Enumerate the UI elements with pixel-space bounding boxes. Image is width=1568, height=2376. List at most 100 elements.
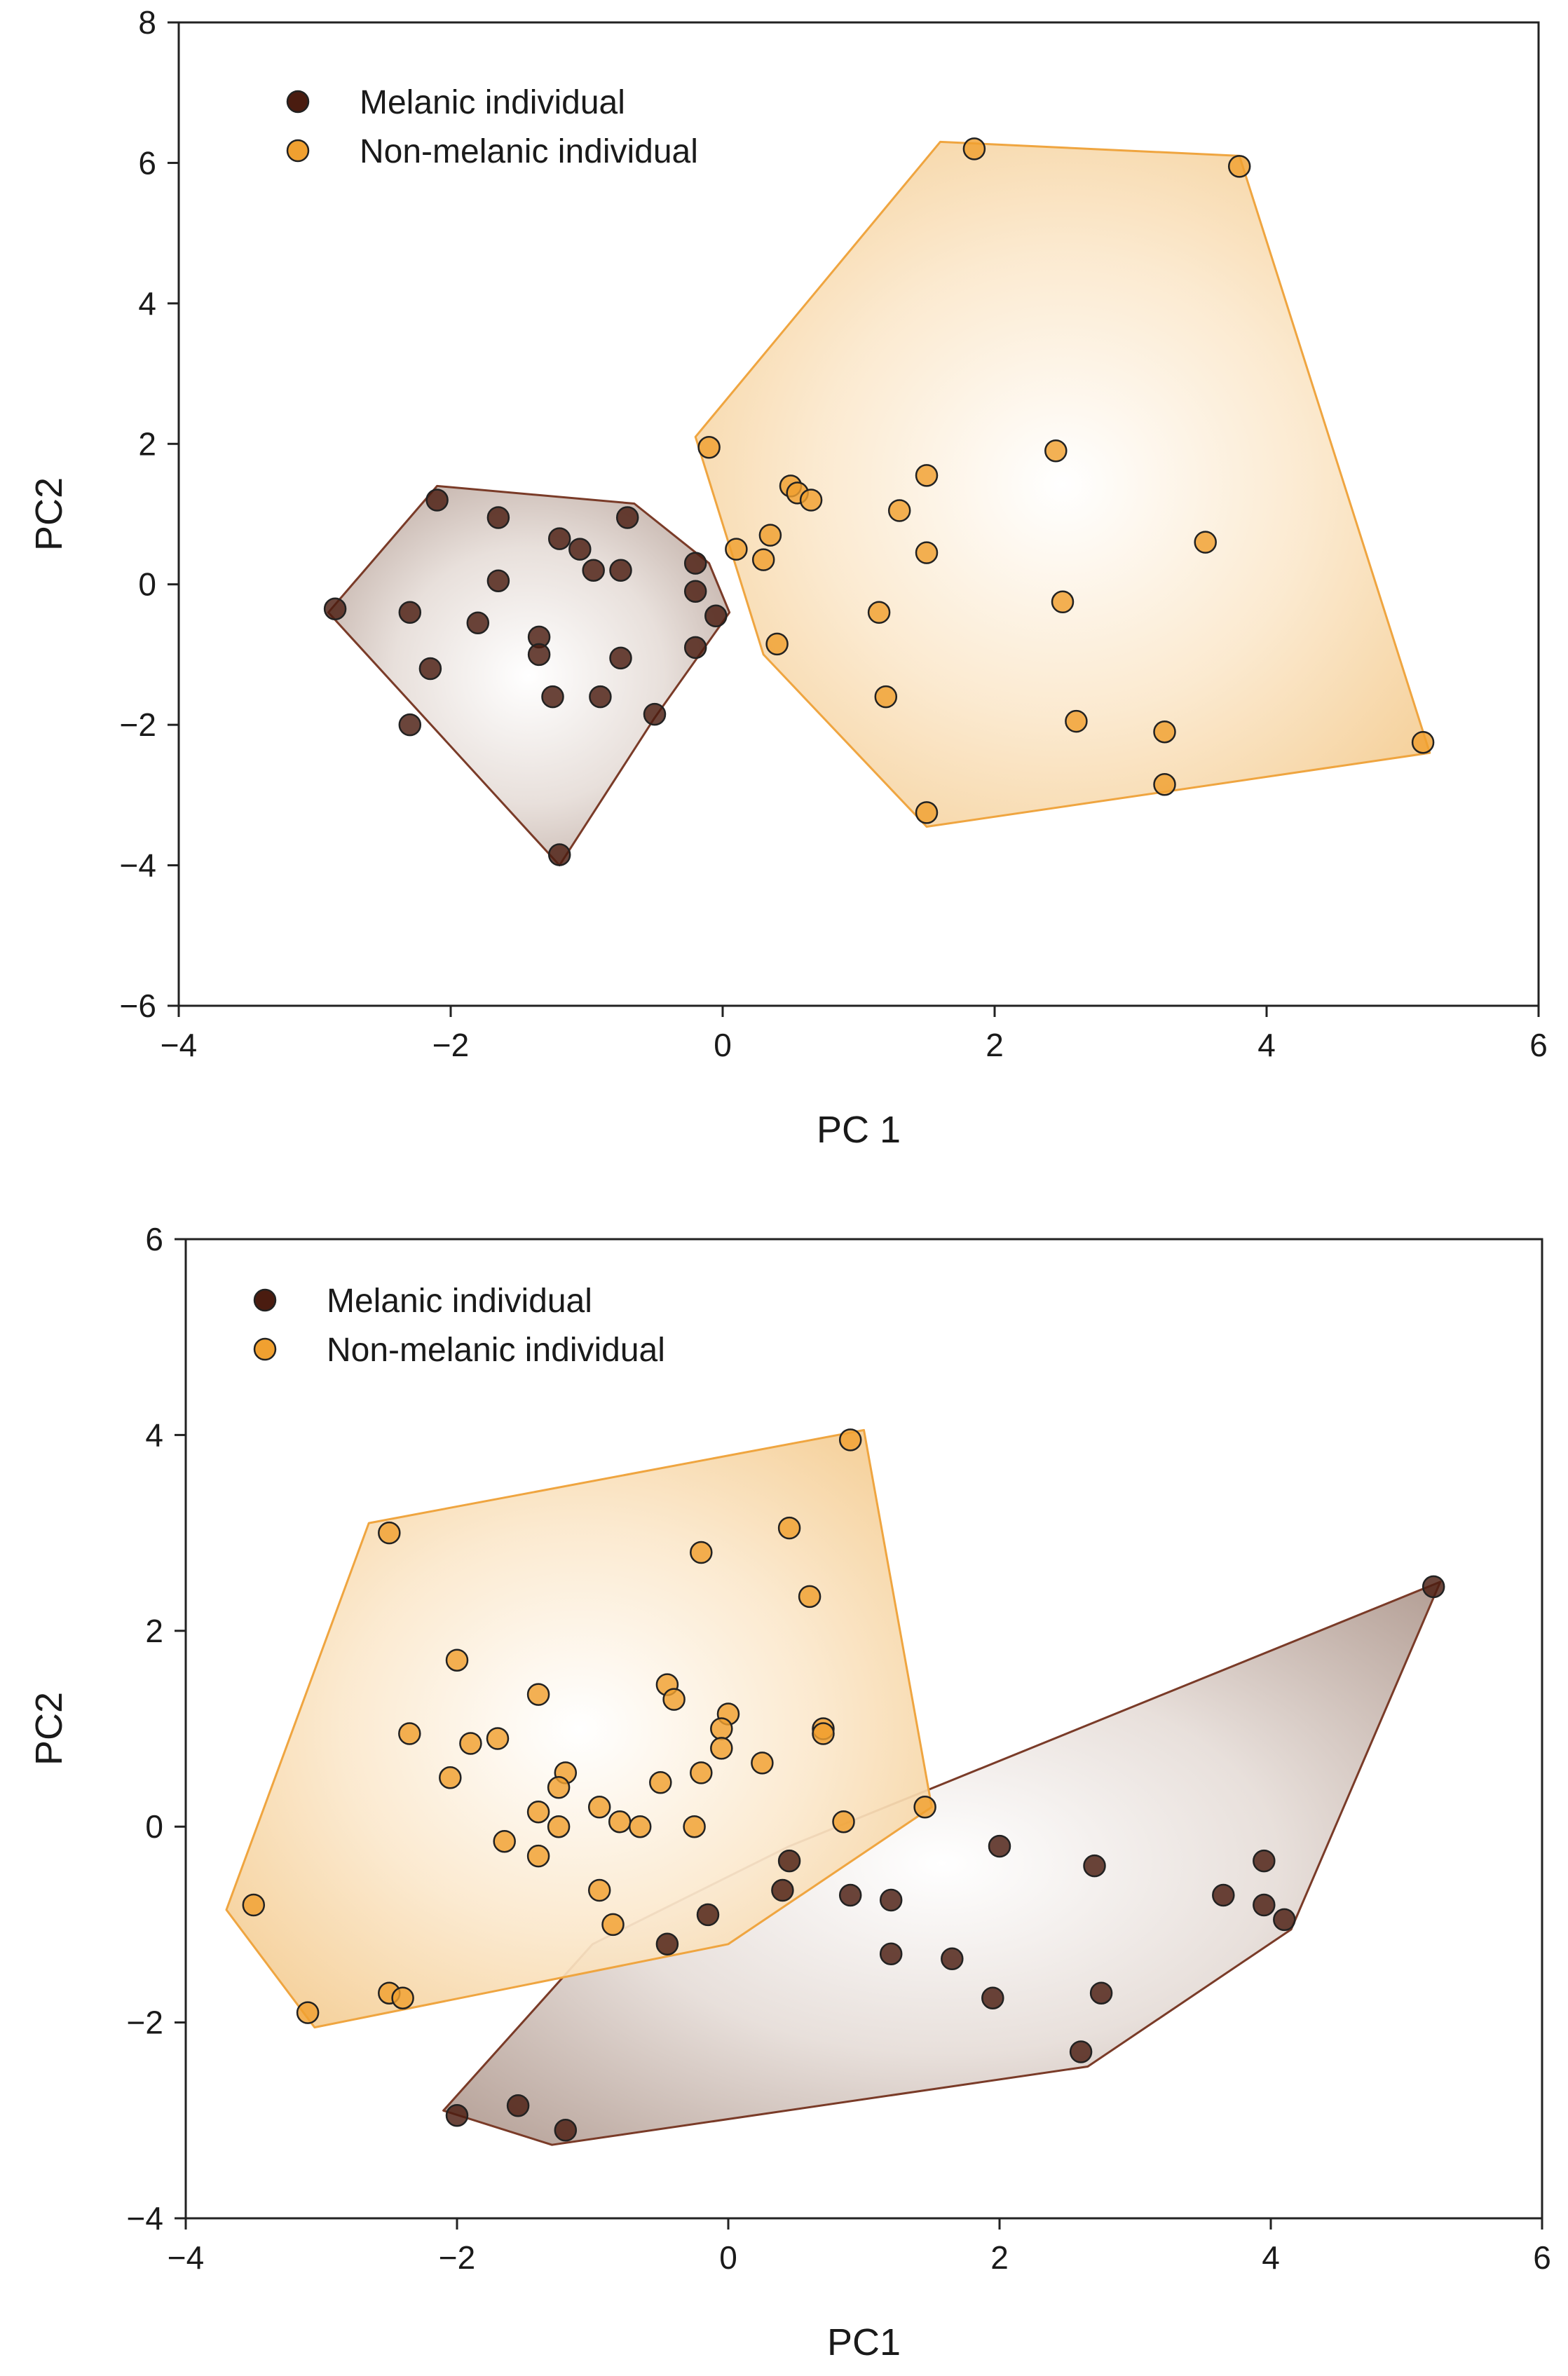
- x-tick-label: −2: [439, 2239, 475, 2276]
- point-non-melanic: [296, 2001, 320, 2024]
- point-non-melanic: [547, 1776, 571, 1799]
- point-non-melanic: [1065, 709, 1088, 733]
- point-non-melanic: [798, 1585, 822, 1609]
- point-melanic: [323, 597, 347, 621]
- x-tick-label: 0: [714, 1027, 732, 1063]
- point-non-melanic: [486, 1727, 510, 1750]
- x-tick-label: 6: [1529, 1027, 1548, 1063]
- point-melanic: [879, 1888, 903, 1912]
- legend-label-melanic: Melanic individual: [360, 84, 625, 121]
- point-non-melanic: [913, 1796, 936, 1819]
- point-melanic: [704, 604, 728, 628]
- axis-ticks: [175, 1238, 1543, 2230]
- point-non-melanic: [1153, 773, 1176, 796]
- point-non-melanic: [547, 1815, 571, 1838]
- point-melanic: [547, 527, 571, 550]
- point-melanic: [683, 636, 707, 660]
- legend: Melanic individual Non-melanic individua…: [253, 1283, 665, 1369]
- x-tick-labels: −4 −2 0 2 4 6: [168, 2239, 1551, 2276]
- point-melanic: [1212, 1883, 1235, 1907]
- x-tick-label: 4: [1262, 2239, 1280, 2276]
- x-axis-title: PC 1: [817, 1109, 901, 1151]
- point-non-melanic: [526, 1800, 550, 1824]
- point-non-melanic: [391, 1986, 414, 2009]
- points-layer: [323, 137, 1435, 866]
- y-tick-label: −2: [120, 706, 156, 743]
- point-melanic: [527, 643, 551, 667]
- point-melanic: [643, 702, 667, 726]
- point-non-melanic: [587, 1796, 611, 1819]
- point-non-melanic: [867, 601, 891, 624]
- point-non-melanic: [777, 1516, 801, 1540]
- y-tick-label: −2: [127, 2005, 163, 2041]
- point-melanic: [1083, 1854, 1106, 1878]
- point-non-melanic: [1051, 590, 1075, 614]
- point-non-melanic: [697, 436, 721, 459]
- point-non-melanic: [710, 1717, 733, 1740]
- point-melanic: [683, 552, 707, 575]
- legend-marker-melanic: [286, 90, 310, 114]
- point-non-melanic: [662, 1688, 686, 1711]
- legend-label-non-melanic: Non-melanic individual: [360, 133, 698, 170]
- legend-marker-non-melanic: [253, 1337, 277, 1361]
- y-tick-labels: −6 −4 −2 0 2 4 6 8: [120, 4, 156, 1024]
- pca-panel-bottom: −4 −2 0 2 4 6 −4 −2 0 2 4 6 PC1 PC2 Melanic indivi…: [28, 1221, 1551, 2363]
- point-melanic: [398, 601, 422, 624]
- point-melanic: [1253, 1849, 1276, 1873]
- legend-marker-melanic: [253, 1288, 277, 1312]
- point-melanic: [486, 569, 510, 592]
- y-tick-label: 2: [138, 425, 156, 462]
- x-tick-label: 4: [1257, 1027, 1276, 1063]
- y-tick-label: −6: [120, 988, 156, 1024]
- y-tick-label: 0: [138, 566, 156, 603]
- point-melanic: [609, 646, 632, 670]
- point-melanic: [696, 1903, 720, 1927]
- convex-hull-non-melanic: [694, 140, 1431, 828]
- point-melanic: [568, 538, 592, 561]
- hull-layer: [225, 1428, 1442, 2146]
- point-non-melanic: [1411, 730, 1435, 754]
- point-non-melanic: [874, 685, 898, 709]
- y-tick-label: 4: [145, 1416, 163, 1453]
- point-melanic: [771, 1878, 794, 1902]
- point-non-melanic: [601, 1913, 625, 1937]
- point-non-melanic: [1227, 155, 1251, 178]
- x-tick-label: 6: [1533, 2239, 1551, 2276]
- points-layer: [242, 1428, 1445, 2142]
- y-tick-label: 0: [145, 1808, 163, 1845]
- point-melanic: [486, 506, 510, 529]
- plot-frame: [177, 21, 1540, 1007]
- point-non-melanic: [1153, 720, 1176, 744]
- x-tick-labels: −4 −2 0 2 4 6: [161, 1027, 1548, 1063]
- point-non-melanic: [459, 1732, 482, 1755]
- point-melanic: [1253, 1893, 1276, 1917]
- point-melanic: [981, 1986, 1004, 2009]
- point-melanic: [506, 2094, 530, 2117]
- point-melanic: [609, 559, 632, 582]
- point-non-melanic: [628, 1815, 652, 1838]
- point-melanic: [554, 2119, 578, 2142]
- point-non-melanic: [690, 1541, 713, 1564]
- point-melanic: [1273, 1908, 1296, 1932]
- convex-hull-non-melanic: [225, 1428, 933, 2029]
- x-tick-label: −4: [161, 1027, 197, 1063]
- y-tick-label: −4: [127, 2200, 163, 2237]
- point-non-melanic: [832, 1810, 855, 1834]
- y-tick-label: −4: [120, 847, 156, 884]
- point-non-melanic: [378, 1521, 401, 1545]
- point-melanic: [582, 559, 605, 582]
- legend-marker-non-melanic: [286, 139, 310, 163]
- y-tick-label: 6: [138, 144, 156, 181]
- point-melanic: [425, 489, 449, 512]
- point-melanic: [1069, 2040, 1093, 2063]
- point-non-melanic: [608, 1810, 632, 1834]
- point-non-melanic: [690, 1761, 713, 1784]
- x-tick-label: −4: [168, 2239, 204, 2276]
- y-tick-label: 2: [145, 1613, 163, 1649]
- point-non-melanic: [915, 541, 939, 564]
- point-non-melanic: [765, 632, 789, 656]
- convex-hull-melanic: [327, 484, 731, 867]
- point-melanic: [683, 580, 707, 603]
- point-non-melanic: [812, 1722, 835, 1745]
